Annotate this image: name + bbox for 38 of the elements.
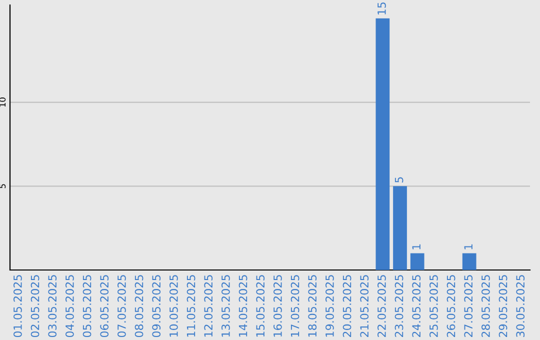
x-tick-label: 17.05.2025 bbox=[290, 275, 300, 337]
x-tick-label: 21.05.2025 bbox=[360, 275, 369, 337]
x-tick-label: 02.05.2025 bbox=[30, 275, 40, 338]
x-tick-label: 04.05.2025 bbox=[65, 275, 74, 338]
data-label: 1 bbox=[464, 244, 472, 250]
x-tick-label: 30.05.2025 bbox=[516, 275, 525, 337]
x-tick-label: 12.05.2025 bbox=[204, 275, 213, 337]
x-tick-label: 23.05.2025 bbox=[394, 275, 404, 337]
x-tick-label: 06.05.2025 bbox=[100, 275, 109, 338]
x-tick-label: 28.05.2025 bbox=[481, 275, 490, 337]
x-tick-label: 20.05.2025 bbox=[342, 275, 352, 337]
x-tick-label: 01.05.2025 bbox=[13, 275, 22, 338]
x-tick-label: 09.05.2025 bbox=[152, 275, 161, 338]
x-tick-label: 14.05.2025 bbox=[238, 275, 248, 337]
x-tick-label: 22.05.2025 bbox=[377, 275, 386, 337]
x-tick-label: 10.05.2025 bbox=[169, 275, 178, 337]
bar bbox=[462, 253, 476, 270]
x-tick-label: 27.05.2025 bbox=[464, 275, 473, 337]
x-tick-label: 11.05.2025 bbox=[186, 275, 196, 337]
data-label: 1 bbox=[412, 244, 420, 250]
x-tick-label: 16.05.2025 bbox=[273, 275, 282, 337]
bar bbox=[376, 18, 390, 270]
x-tick-label: 08.05.2025 bbox=[134, 275, 144, 338]
data-label: 15 bbox=[378, 2, 386, 14]
x-tick-label: 24.05.2025 bbox=[412, 275, 421, 337]
x-tick-label: 07.05.2025 bbox=[117, 275, 126, 338]
x-tick-label: 03.05.2025 bbox=[48, 275, 57, 338]
x-tick-label: 18.05.2025 bbox=[308, 275, 317, 337]
x-tick-label: 26.05.2025 bbox=[446, 275, 456, 337]
x-tick-label: 19.05.2025 bbox=[325, 275, 334, 337]
x-tick-label: 05.05.2025 bbox=[82, 275, 92, 338]
bar bbox=[410, 253, 424, 270]
data-label: 5 bbox=[394, 177, 404, 183]
x-tick-label: 13.05.2025 bbox=[221, 275, 230, 337]
bar bbox=[393, 186, 407, 270]
x-tick-label: 25.05.2025 bbox=[429, 275, 438, 337]
x-tick-label: 15.05.2025 bbox=[256, 275, 265, 337]
x-tick-label: 29.05.2025 bbox=[498, 275, 508, 337]
